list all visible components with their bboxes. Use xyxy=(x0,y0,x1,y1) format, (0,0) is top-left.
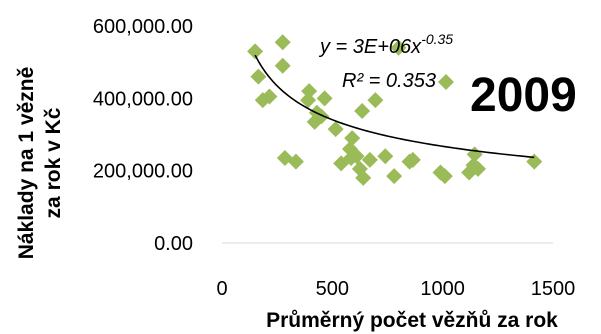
x-tick-label: 0 xyxy=(216,278,227,300)
trendline xyxy=(254,54,535,159)
x-tick-label: 500 xyxy=(316,278,349,300)
trendline-equation: y = 3E+06x-0.35 xyxy=(318,31,453,58)
data-point xyxy=(377,148,394,165)
data-point xyxy=(390,39,407,56)
data-point xyxy=(386,168,403,185)
trendline-equation-exponent: -0.35 xyxy=(421,31,453,47)
x-tick-label: 1500 xyxy=(531,278,576,300)
data-point xyxy=(327,121,344,138)
y-tick-label: 400,000.00 xyxy=(93,88,193,110)
data-point xyxy=(355,169,372,186)
data-point xyxy=(436,168,453,185)
trendline-equation-base: y = 3E+06x xyxy=(318,36,422,58)
data-point xyxy=(261,88,278,105)
x-axis-ticks: 0 500 1000 1500 xyxy=(216,278,575,300)
y-axis-title-line-1: Náklady na 1 vězně xyxy=(15,67,38,260)
data-point xyxy=(247,43,264,60)
data-point xyxy=(344,130,361,147)
r-squared-label: R² = 0.353 xyxy=(342,70,436,92)
y-tick-label: 600,000.00 xyxy=(93,16,193,38)
data-point xyxy=(354,102,371,119)
data-point xyxy=(301,83,318,100)
data-point xyxy=(287,153,304,170)
data-point xyxy=(469,160,486,177)
y-axis-title: Náklady na 1 vězně za rok v Kč xyxy=(15,67,65,260)
data-points xyxy=(247,34,543,186)
data-point xyxy=(274,34,291,51)
data-point xyxy=(367,92,384,109)
data-point xyxy=(437,74,454,91)
x-axis-title: Průměrný počet vězňů za rok xyxy=(266,309,558,332)
data-point xyxy=(250,68,267,85)
data-point xyxy=(361,151,378,168)
y-axis-ticks: 0.00 200,000.00 400,000.00 600,000.00 xyxy=(93,16,193,255)
data-point xyxy=(348,148,365,165)
data-point xyxy=(404,151,421,168)
x-tick-label: 1000 xyxy=(420,278,465,300)
y-tick-label: 200,000.00 xyxy=(93,161,193,183)
y-tick-label: 0.00 xyxy=(154,233,193,255)
y-axis-title-line-2: za rok v Kč xyxy=(42,107,65,218)
data-point xyxy=(274,57,291,74)
data-point xyxy=(316,90,333,107)
data-point xyxy=(466,146,483,163)
chart-title-year: 2009 xyxy=(470,69,577,122)
